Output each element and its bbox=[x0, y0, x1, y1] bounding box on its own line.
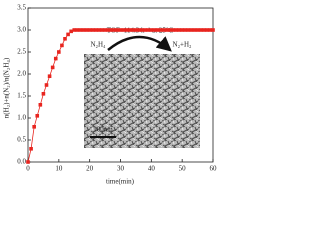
data-point bbox=[208, 28, 212, 32]
data-point bbox=[26, 160, 30, 164]
data-point bbox=[118, 28, 123, 32]
data-point bbox=[97, 28, 101, 32]
x-tick-label: 60 bbox=[210, 165, 218, 173]
data-point bbox=[106, 28, 110, 32]
reaction-arrow bbox=[107, 35, 172, 52]
chart: 100nm TOF=114.3 h⁻¹ at 25°C N₂H₄ N₂+H₂ t… bbox=[3, 4, 218, 186]
data-point bbox=[90, 28, 95, 32]
data-point bbox=[29, 147, 33, 151]
tem-image bbox=[84, 54, 200, 148]
data-point bbox=[152, 28, 157, 32]
scale-label: 100nm bbox=[93, 126, 113, 134]
data-point bbox=[63, 37, 67, 41]
x-tick-label: 40 bbox=[148, 165, 156, 173]
data-point bbox=[100, 28, 104, 32]
data-point bbox=[171, 28, 175, 32]
y-axis-title: n(H₂)+n(N₂)/n(N₂H₄) bbox=[3, 57, 11, 118]
y-tick-label: 1.5 bbox=[17, 92, 26, 100]
data-point bbox=[41, 92, 46, 96]
data-point bbox=[168, 28, 172, 32]
data-point bbox=[32, 125, 36, 129]
data-point bbox=[87, 28, 92, 32]
y-tick-label: 3.5 bbox=[17, 4, 26, 12]
data-point bbox=[112, 28, 117, 32]
data-point bbox=[115, 28, 120, 32]
product-label: N₂+H₂ bbox=[173, 41, 192, 49]
data-point bbox=[50, 65, 55, 70]
data-point bbox=[47, 74, 52, 78]
data-point bbox=[134, 28, 138, 32]
y-tick-label: 2.0 bbox=[17, 70, 26, 78]
data-point bbox=[195, 28, 200, 32]
data-point bbox=[81, 28, 86, 32]
x-tick-label: 10 bbox=[55, 165, 63, 173]
y-tick-label: 2.5 bbox=[17, 48, 26, 56]
data-point bbox=[155, 28, 160, 32]
x-tick-label: 30 bbox=[117, 165, 125, 173]
data-point bbox=[127, 28, 132, 32]
page: 100nm TOF=114.3 h⁻¹ at 25°C N₂H₄ N₂+H₂ t… bbox=[2, 3, 218, 186]
data-point bbox=[140, 28, 144, 32]
data-point bbox=[131, 28, 135, 32]
data-point bbox=[198, 28, 203, 32]
data-point bbox=[146, 28, 151, 32]
data-point bbox=[158, 28, 163, 32]
y-tick-label: 3.0 bbox=[17, 26, 26, 34]
data-point bbox=[211, 28, 215, 32]
data-point bbox=[124, 28, 129, 32]
data-point bbox=[75, 28, 80, 32]
data-point bbox=[149, 28, 154, 32]
data-point bbox=[137, 28, 141, 32]
data-point bbox=[183, 28, 188, 32]
data-point bbox=[72, 28, 77, 32]
reactant-label: N₂H₄ bbox=[91, 41, 107, 49]
scale-bar bbox=[90, 136, 116, 138]
data-point bbox=[53, 56, 58, 61]
data-point bbox=[121, 28, 126, 32]
x-tick-label: 0 bbox=[26, 165, 30, 173]
data-point bbox=[192, 28, 197, 32]
data-point bbox=[164, 28, 169, 32]
data-point bbox=[35, 114, 40, 118]
data-point bbox=[174, 28, 178, 32]
x-tick-label: 50 bbox=[179, 165, 187, 173]
y-tick-label: 1.0 bbox=[17, 114, 26, 122]
data-point bbox=[189, 28, 194, 32]
data-point bbox=[66, 32, 70, 37]
data-point bbox=[103, 28, 107, 32]
x-tick-label: 20 bbox=[86, 165, 94, 173]
data-point bbox=[78, 28, 83, 32]
y-tick-label: 0.0 bbox=[17, 158, 26, 166]
data-point bbox=[180, 28, 184, 32]
data-point bbox=[84, 28, 89, 32]
data-point bbox=[69, 29, 73, 34]
data-point bbox=[205, 28, 209, 32]
data-point bbox=[186, 28, 191, 32]
data-point bbox=[44, 83, 49, 87]
data-point bbox=[38, 103, 43, 107]
data-point bbox=[109, 28, 114, 32]
y-tick-label: 0.5 bbox=[17, 136, 26, 144]
data-point bbox=[161, 28, 166, 32]
data-point bbox=[143, 28, 147, 32]
data-point bbox=[94, 28, 98, 32]
data-point bbox=[177, 28, 181, 32]
data-point bbox=[57, 50, 61, 54]
data-point bbox=[60, 43, 64, 48]
data-point bbox=[201, 28, 206, 32]
x-axis-title: time(min) bbox=[106, 178, 135, 186]
